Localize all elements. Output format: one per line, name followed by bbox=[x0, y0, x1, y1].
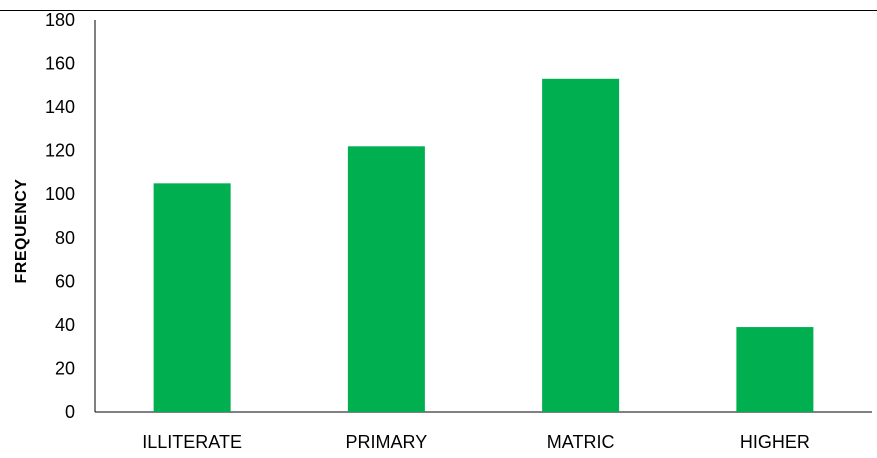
y-tick-label: 140 bbox=[45, 97, 75, 117]
y-tick-label: 180 bbox=[45, 10, 75, 30]
y-axis-title: FREQUENCY bbox=[13, 179, 30, 284]
top-border-line bbox=[0, 10, 877, 11]
x-tick-label: HIGHER bbox=[740, 432, 810, 452]
y-tick-label: 0 bbox=[65, 402, 75, 422]
bar-primary bbox=[347, 146, 425, 413]
y-tick-label: 60 bbox=[55, 271, 75, 291]
y-tick-labels: 0 20 40 60 80 100 120 140 160 180 bbox=[45, 10, 75, 422]
bar-matric bbox=[542, 78, 620, 413]
y-tick-label: 40 bbox=[55, 315, 75, 335]
bar-illiterate bbox=[153, 183, 231, 412]
y-tick-label: 120 bbox=[45, 141, 75, 161]
y-tick-label: 100 bbox=[45, 184, 75, 204]
x-tick-labels: ILLITERATE PRIMARY MATRIC HIGHER bbox=[142, 432, 810, 452]
y-tick-label: 80 bbox=[55, 228, 75, 248]
bar-higher bbox=[736, 327, 814, 412]
x-tick-label: ILLITERATE bbox=[142, 432, 242, 452]
x-tick-label: MATRIC bbox=[547, 432, 615, 452]
y-tick-label: 160 bbox=[45, 54, 75, 74]
y-tick-label: 20 bbox=[55, 358, 75, 378]
bars bbox=[153, 78, 814, 413]
x-tick-label: PRIMARY bbox=[346, 432, 428, 452]
